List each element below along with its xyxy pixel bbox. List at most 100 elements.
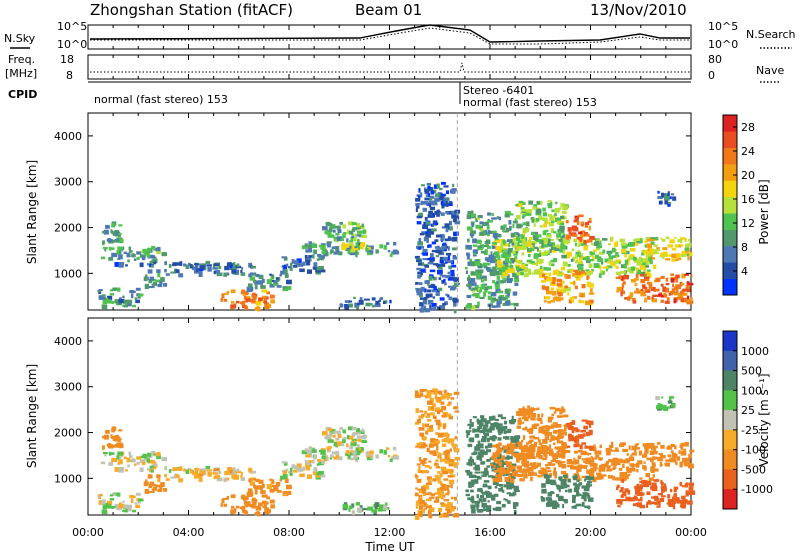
- heatmap-cell: [684, 442, 689, 447]
- heatmap-cell: [446, 403, 451, 407]
- heatmap-cell: [366, 250, 373, 256]
- heatmap-cell: [324, 231, 328, 235]
- heatmap-cell: [588, 292, 595, 295]
- heatmap-cell: [469, 424, 472, 430]
- heatmap-cell: [160, 482, 165, 487]
- heatmap-cell: [429, 398, 434, 401]
- heatmap-cell: [414, 492, 419, 497]
- heatmap-cell: [451, 287, 454, 289]
- heatmap-cell: [505, 436, 510, 440]
- heatmap-cell: [606, 250, 613, 255]
- nave-tick-top: 80: [708, 53, 722, 66]
- heatmap-cell: [686, 299, 693, 305]
- heatmap-cell: [445, 238, 449, 242]
- heatmap-cell: [661, 254, 665, 259]
- heatmap-cell: [324, 436, 328, 440]
- heatmap-cell: [509, 262, 512, 265]
- heatmap-cell: [150, 264, 154, 268]
- heatmap-cell: [524, 267, 528, 273]
- heatmap-cell: [520, 446, 523, 450]
- heatmap-cell: [672, 459, 677, 463]
- heatmap-cell: [562, 237, 569, 242]
- heatmap-cell: [602, 266, 609, 269]
- heatmap-cell: [352, 233, 357, 236]
- heatmap-cell: [147, 452, 151, 457]
- heatmap-cell: [258, 280, 263, 285]
- heatmap-cell: [435, 421, 441, 425]
- heatmap-cell: [655, 277, 661, 283]
- heatmap-cell: [516, 425, 521, 429]
- heatmap-cell: [484, 276, 487, 281]
- heatmap-cell: [475, 293, 480, 298]
- heatmap-cell: [504, 477, 509, 482]
- heatmap-cell: [565, 450, 571, 454]
- heatmap-cell: [542, 439, 548, 444]
- heatmap-cell: [454, 435, 457, 440]
- heatmap-cell: [593, 446, 597, 452]
- heatmap-cell: [657, 403, 661, 406]
- x-axis-title: Time UT: [364, 540, 415, 554]
- heatmap-cell: [522, 427, 527, 431]
- heatmap-cell: [434, 407, 441, 411]
- heatmap-cell: [420, 269, 425, 273]
- heatmap-cell: [153, 261, 156, 265]
- heatmap-cell: [550, 481, 557, 486]
- power-y-axis-title: Slant Range [km]: [25, 160, 39, 264]
- heatmap-cell: [665, 258, 671, 261]
- heatmap-cell: [519, 410, 522, 416]
- heatmap-cell: [144, 283, 149, 289]
- heatmap-cell: [560, 240, 564, 243]
- heatmap-cell: [657, 493, 663, 496]
- heatmap-cell: [383, 449, 387, 455]
- heatmap-cell: [672, 196, 677, 201]
- heatmap-cell: [261, 494, 268, 498]
- heatmap-cell: [647, 273, 652, 278]
- heatmap-cell: [319, 474, 326, 478]
- heatmap-cell: [626, 468, 632, 473]
- heatmap-cell: [163, 488, 168, 492]
- heatmap-cell: [472, 462, 476, 466]
- heatmap-cell: [492, 233, 499, 238]
- heatmap-cell: [423, 484, 427, 488]
- heatmap-cell: [106, 443, 113, 447]
- heatmap-cell: [646, 484, 650, 487]
- heatmap-cell: [670, 193, 675, 196]
- heatmap-cell: [667, 494, 671, 499]
- heatmap-cell: [485, 263, 491, 266]
- heatmap-cell: [466, 252, 470, 256]
- heatmap-cell: [138, 498, 144, 502]
- heatmap-cell: [348, 505, 353, 510]
- heatmap-cell: [547, 300, 551, 304]
- heatmap-cell: [639, 264, 646, 270]
- heatmap-cell: [149, 260, 155, 264]
- heatmap-cell: [440, 263, 446, 267]
- heatmap-cell: [500, 461, 505, 464]
- heatmap-cell: [298, 263, 304, 267]
- heatmap-cell: [645, 448, 649, 452]
- heatmap-cell: [269, 478, 272, 481]
- heatmap-cell: [466, 431, 471, 436]
- heatmap-cell: [666, 502, 671, 505]
- heatmap-cell: [583, 245, 588, 251]
- heatmap-cell: [647, 248, 651, 251]
- heatmap-cell: [155, 452, 161, 457]
- heatmap-cell: [434, 210, 438, 215]
- heatmap-cell: [662, 286, 667, 292]
- heatmap-cell: [651, 496, 656, 499]
- heatmap-cell: [615, 447, 619, 452]
- heatmap-cell: [358, 299, 364, 305]
- heatmap-cell: [370, 455, 374, 459]
- heatmap-cell: [646, 491, 651, 496]
- heatmap-cell: [621, 499, 627, 502]
- heatmap-cell: [668, 292, 671, 296]
- heatmap-cell: [517, 469, 521, 472]
- heatmap-cell: [575, 217, 579, 221]
- heatmap-cell: [563, 429, 566, 434]
- heatmap-cell: [439, 305, 445, 310]
- heatmap-cell: [123, 456, 127, 459]
- heatmap-cell: [488, 269, 494, 272]
- heatmap-cell: [608, 255, 614, 260]
- heatmap-cell: [350, 452, 353, 456]
- heatmap-cell: [608, 252, 611, 256]
